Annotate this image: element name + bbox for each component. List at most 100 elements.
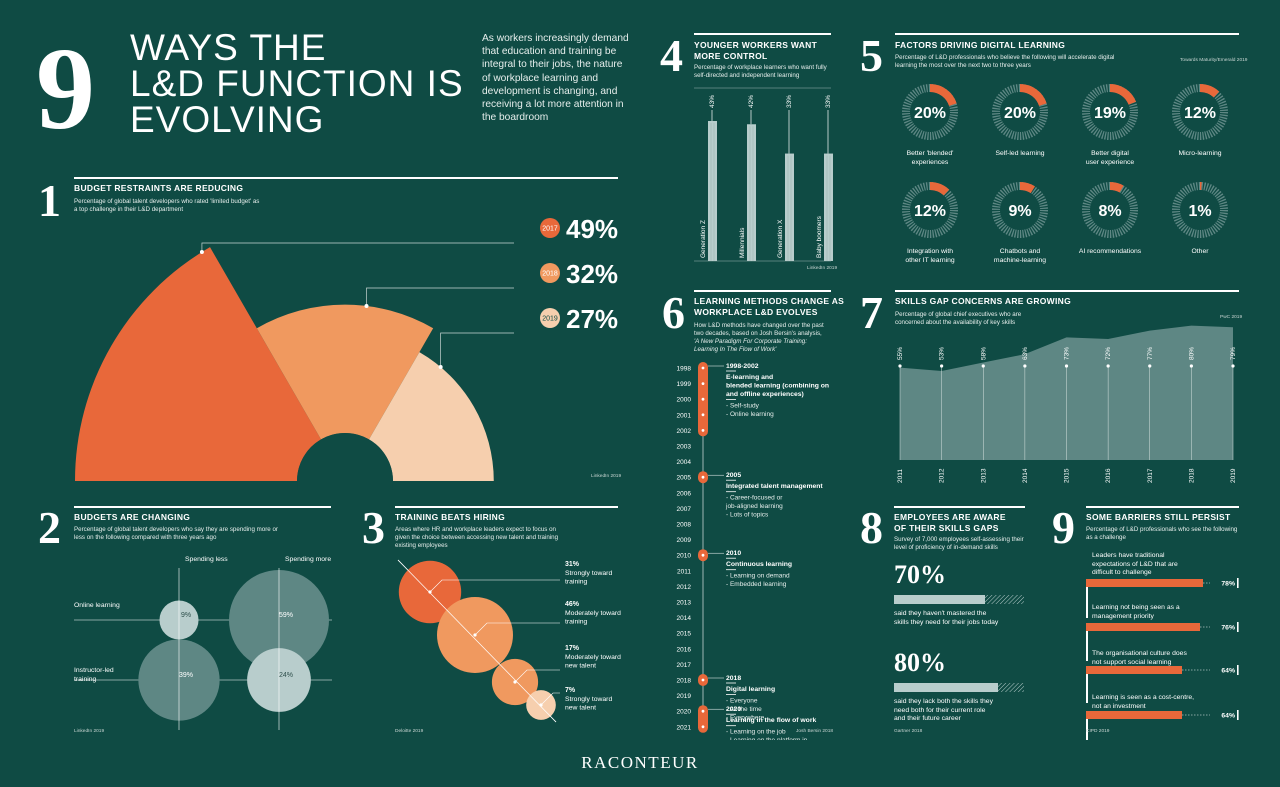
training-leader-line (429, 579, 560, 593)
training-label-line: Moderately toward (565, 610, 621, 617)
barrier-pct-label: 64% (1221, 668, 1235, 675)
title-line-2: L&D FUNCTION IS (130, 63, 464, 104)
s6-timeline: 1998 1999 2000 2001 2002 2003 2004 2005 2006 2007… (677, 362, 829, 740)
s7-subtitle: Percentage of global chief executives wh… (895, 311, 1022, 326)
area-year-label: 2017 (1147, 468, 1154, 483)
s9-item-4-line-1: Learning is seen as a cost-centre, (1092, 694, 1195, 701)
barrier-left-rule (1086, 623, 1088, 661)
s8-source: Gartner 2018 (894, 729, 923, 734)
s2-rule (74, 506, 331, 508)
timeline-era-item: - Lots of topics (726, 512, 769, 519)
donut-value-arc (1082, 84, 1138, 140)
budget-year-label: 2017 (542, 226, 558, 233)
timeline-era-title: Learning in the flow of work (726, 717, 816, 724)
s7-chart: 55% 2011 53% 2012 58% 2013 63% 2014 73% 2015 72% 20… (897, 325, 1237, 483)
area-point-marker (1148, 364, 1152, 368)
timeline-era-title: blended learning (combining on (726, 383, 829, 390)
timeline-year-label: 2020 (677, 709, 692, 716)
donut-label-line: Better 'blended' (907, 150, 954, 157)
donut-label-line: Chatbots and (1000, 248, 1041, 255)
area-year-label: 2015 (1064, 468, 1071, 483)
s7-number: 7 (860, 287, 883, 338)
s2-row-online: Online learning (74, 602, 120, 609)
donut-label-line: user experience (1086, 159, 1135, 166)
donut-value-arc (1172, 84, 1228, 140)
area-point-marker (1106, 364, 1110, 368)
area-pct-label: 53% (939, 347, 946, 360)
bubble-label-instructor-spending-less: 39% (179, 672, 193, 679)
budget-center-hole (297, 433, 393, 490)
donut-pct-label: 12% (1184, 105, 1216, 122)
s9-item-3-line-2: not support social learning (1092, 658, 1172, 666)
s3-rule (395, 506, 618, 508)
timeline-era-title: Continuous learning (726, 561, 792, 568)
donut-value-arc (902, 84, 958, 140)
s3-diagonal-overlay (397, 559, 557, 723)
s5-subtitle: Percentage of L&D professionals who beli… (895, 54, 1115, 69)
s1-rule (74, 177, 618, 179)
area-point-marker (1189, 364, 1193, 368)
barrier-pct-label: 76% (1221, 625, 1235, 632)
budget-year-dot-2018 (540, 263, 560, 283)
timeline-year-label: 2003 (677, 444, 692, 451)
timeline-year-label: 2019 (677, 693, 692, 700)
timeline-era-dot (701, 725, 705, 729)
s9-number: 9 (1052, 502, 1075, 553)
s2-title: BUDGETS ARE CHANGING (74, 512, 191, 522)
timeline-year-label: 2010 (677, 553, 692, 560)
timeline-era-item: - Learning on demand (726, 573, 790, 580)
s9-source: CIPD 2019 (1086, 729, 1110, 734)
s4-rule (694, 33, 831, 35)
s9-item-4-line-2: not an investment (1092, 702, 1146, 710)
donut-label-line: Micro-learning (1178, 150, 1221, 157)
training-label-line: Moderately toward (565, 654, 621, 661)
bar-baby-boomers (824, 153, 833, 261)
s8-stat-1-pct: 70% (894, 560, 946, 589)
timeline-year-label: 2012 (677, 584, 692, 591)
s7-title: SKILLS GAP CONCERNS ARE GROWING (895, 296, 1072, 306)
bar-category-label: Generation X (777, 219, 784, 258)
budget-segment-2018 (256, 304, 434, 440)
s9-item-1-line-3: difficult to challenge (1092, 569, 1152, 577)
donut-pct-label: 12% (914, 203, 946, 220)
area-pct-label: 63% (1022, 347, 1029, 360)
timeline-era-dot (701, 382, 705, 385)
s8-stat-2-line-2: need both for their current role (894, 706, 986, 714)
area-year-label: 2016 (1105, 468, 1112, 483)
training-leader-line (474, 622, 560, 636)
s6-subtitle: How L&D methods have changed over the pa… (694, 322, 824, 354)
s6-subtitle-line-4: Learning In The Flow of Work' (694, 346, 777, 353)
area-pct-label: 80% (1188, 347, 1195, 360)
bar-category-label: Baby boomers (816, 215, 823, 258)
timeline-year-label: 2004 (677, 459, 692, 466)
donut-label-line: Better digital (1091, 150, 1129, 157)
s6-number: 6 (662, 287, 685, 338)
s5-chart: 20% Better 'blended' experiences 20% Self-le… (902, 84, 1228, 264)
area-year-label: 2014 (1022, 468, 1029, 483)
timeline-year-label: 2017 (677, 662, 692, 669)
timeline-era-dot (701, 413, 705, 417)
s8-stat-2-text: said they lack both the skills they need… (894, 698, 993, 724)
s2-number: 2 (38, 502, 61, 553)
timeline-year-label: 2000 (677, 397, 692, 404)
training-label-line: new talent (565, 705, 596, 712)
timeline-year-label: 1998 (677, 366, 692, 373)
s4-number: 4 (660, 30, 683, 81)
s6-subtitle-line-2: two decades, based on Josh Bersin's anal… (694, 330, 822, 337)
barrier-bar (1086, 623, 1200, 631)
donut-label-line: machine-learning (994, 257, 1046, 264)
s8-title-line-1: EMPLOYEES ARE AWARE (894, 512, 1006, 522)
s8-stat-2-line-1: said they lack both the skills they (894, 698, 993, 705)
donut-pct-label: 19% (1094, 105, 1126, 122)
intro-text: As workers increasingly demand that educ… (482, 33, 629, 124)
s3-title: TRAINING BEATS HIRING (395, 512, 506, 522)
s4-chart: 43% Generation Z 42% Millennials 33% Generati… (694, 87, 833, 262)
bar-pct-label: 33% (825, 95, 832, 108)
area-year-label: 2018 (1188, 468, 1195, 483)
budget-value-label: 49% (566, 214, 618, 244)
s2-chart: 9% 59% 39% 24% (74, 568, 332, 730)
timeline-era-title: and offline experiences) (726, 391, 804, 398)
barrier-bar (1086, 711, 1182, 719)
s9-item-1-line-1: Leaders have traditional (1092, 552, 1165, 559)
timeline-era-period: 2018 (726, 675, 741, 682)
